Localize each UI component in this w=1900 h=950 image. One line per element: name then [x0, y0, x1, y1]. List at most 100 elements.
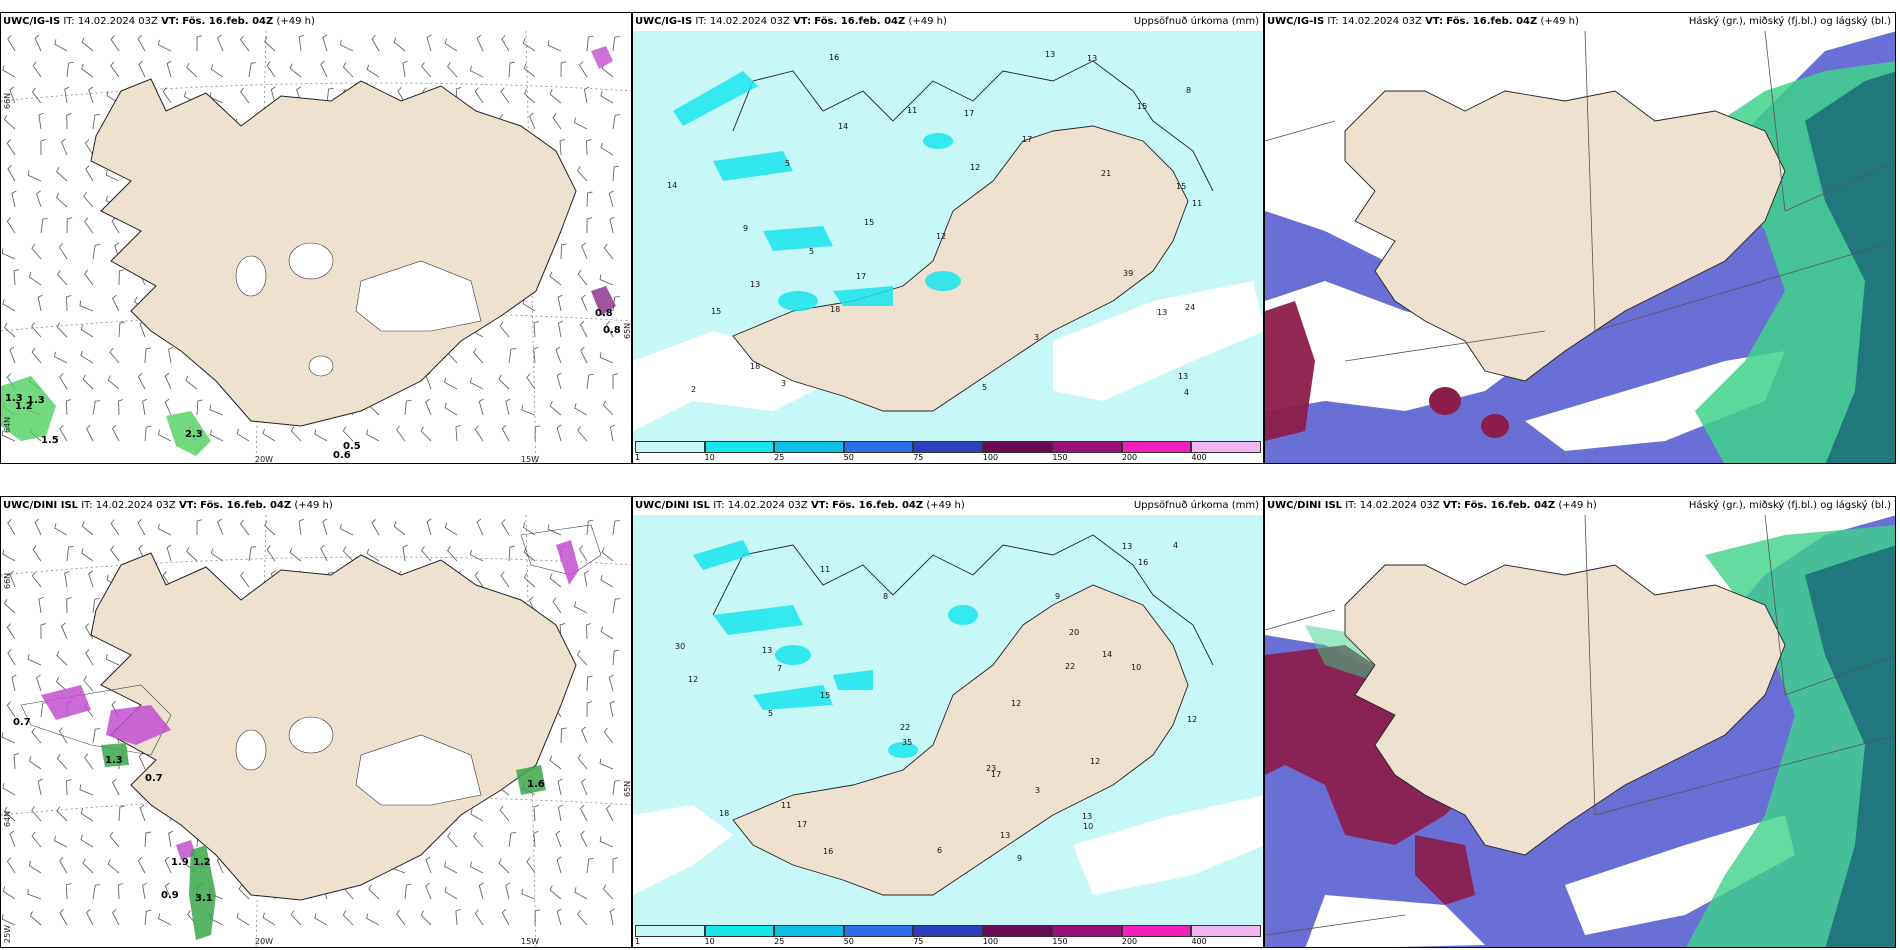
wind-barb: [557, 294, 563, 312]
wind-barb: [53, 351, 68, 364]
wind-barb: [552, 113, 562, 130]
wind-barb: [579, 804, 588, 822]
colorbar-tick-label: 400: [1191, 937, 1207, 946]
wind-barb: [56, 650, 68, 666]
wind-barb: [522, 38, 536, 52]
wind-barb: [28, 860, 42, 874]
wind-barb: [157, 913, 172, 926]
wind-barb: [557, 320, 564, 338]
wind-barb: [447, 546, 458, 562]
wind-barb: [609, 700, 615, 718]
wind-barb: [28, 272, 42, 286]
wind-barb: [144, 909, 152, 926]
wind-barb: [37, 778, 43, 796]
point-value: 30: [675, 642, 685, 651]
wind-barb: [580, 830, 588, 848]
wind-barb: [533, 346, 539, 364]
wind-barb: [469, 377, 484, 390]
wind-barb: [600, 142, 614, 156]
colorbar-tick-label: 50: [843, 937, 854, 946]
precip-value: 1.2: [15, 401, 33, 412]
wind-barb: [612, 165, 620, 182]
point-value: 3: [1034, 333, 1039, 342]
point-value: 5: [785, 159, 790, 168]
wind-barb: [9, 86, 16, 104]
point-value: 10: [1131, 663, 1141, 672]
wind-barb: [58, 243, 68, 260]
wind-barb: [142, 398, 148, 416]
wind-barb: [609, 424, 616, 442]
wind-barb: [396, 909, 406, 926]
vt-label: VT:: [793, 16, 812, 27]
point-value: 13: [1122, 542, 1132, 551]
wind-barb: [236, 912, 250, 926]
colorbar-swatch: [1121, 925, 1192, 937]
wind-barb: [580, 346, 588, 364]
wind-barb: [59, 857, 68, 874]
wind-barb: [573, 601, 588, 614]
wind-barb: [508, 832, 517, 848]
wind-barb: [85, 649, 94, 666]
point-value: 5: [768, 709, 773, 718]
colorbar-swatch: [635, 441, 705, 453]
point-value: 17: [991, 770, 1001, 779]
wind-barb: [6, 857, 16, 874]
it-label: IT:: [713, 500, 725, 511]
colorbar-tick-label: 400: [1191, 453, 1207, 462]
point-value: 23: [986, 764, 996, 773]
wind-barb: [586, 35, 594, 52]
wind-barb: [580, 778, 588, 796]
point-value: 17: [1022, 135, 1032, 144]
wind-barb: [118, 883, 124, 900]
wind-barb: [34, 518, 42, 536]
wind-barb: [164, 856, 172, 874]
wind-barb: [118, 805, 125, 822]
wind-barb: [600, 626, 614, 640]
wind-barb: [40, 217, 48, 234]
lat-label: 64N: [3, 810, 12, 827]
wind-barb: [549, 885, 562, 900]
wind-barb: [40, 701, 48, 718]
wind-barb: [166, 544, 172, 562]
wind-barb: [65, 399, 72, 416]
wind-barb: [601, 547, 614, 562]
lat-label: 64N: [3, 416, 12, 433]
wind-barb: [6, 139, 16, 156]
wind-barb: [106, 90, 120, 104]
wind-barb: [64, 86, 70, 104]
wind-barb: [425, 856, 432, 874]
colorbar-swatch: [1052, 441, 1122, 453]
wind-barb: [1, 914, 16, 926]
wind-map-panel-top: UWC/IG-IS IT: 14.02.2024 03Z VT: Fös. 16…: [0, 12, 632, 464]
wind-barb: [404, 399, 412, 416]
wind-barb: [3, 599, 16, 614]
panel-title: Uppsöfnuð úrkoma (mm): [1133, 500, 1259, 511]
point-value: 24: [1185, 303, 1195, 312]
wind-barb: [60, 622, 68, 640]
wind-barb: [1, 248, 16, 260]
point-value: 10: [1083, 822, 1093, 831]
wind-barb: [522, 522, 536, 536]
colorbar-swatch: [704, 925, 775, 937]
colorbar-tick-label: 10: [704, 937, 715, 946]
wind-barb: [137, 856, 146, 874]
wind-barb: [599, 274, 614, 286]
wind-barb: [11, 674, 17, 692]
wind-barb: [425, 398, 432, 416]
wind-barb: [586, 373, 594, 390]
dry-area: [1073, 795, 1263, 895]
wind-barb: [168, 830, 174, 848]
wind-barb: [56, 270, 68, 286]
wind-barb: [2, 549, 16, 562]
precip-value: 1.3: [27, 395, 45, 406]
wind-barb: [501, 35, 510, 52]
wind-barb: [29, 911, 42, 926]
init-time: 14.02.2024 03Z: [77, 16, 158, 27]
it-label: IT:: [81, 500, 93, 511]
wind-barb: [111, 424, 120, 442]
precip-value: 1.5: [41, 435, 59, 446]
wind-barb: [54, 39, 68, 52]
wind-barb: [110, 519, 120, 536]
wind-barb: [66, 597, 72, 614]
lat-label: 66N: [3, 92, 12, 109]
